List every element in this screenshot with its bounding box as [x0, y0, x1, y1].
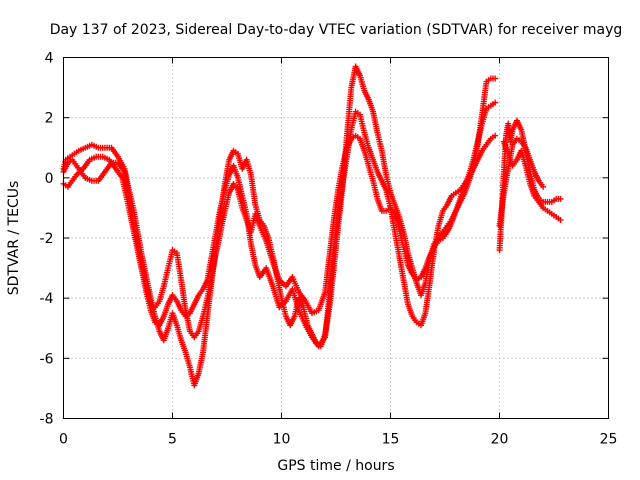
x-tick-label: 25	[600, 432, 618, 448]
x-tick-label: 20	[491, 432, 509, 448]
y-tick-label: 2	[45, 111, 54, 127]
y-axis-label: SDTVAR / TECUs	[6, 181, 22, 296]
x-tick-label: 0	[59, 432, 68, 448]
y-tick-label: -4	[40, 291, 54, 307]
data-point	[540, 183, 547, 190]
data-point	[557, 195, 564, 202]
x-tick-labels: 0 5 10 15 20 25	[59, 432, 617, 448]
data-point	[492, 132, 499, 139]
axis-ticks	[63, 57, 609, 419]
y-tick-label: 0	[45, 171, 54, 187]
x-tick-label: 15	[382, 432, 400, 448]
y-tick-label: -2	[40, 231, 54, 247]
y-tick-label: 4	[45, 51, 54, 67]
data-point	[557, 216, 564, 223]
y-tick-labels: -8 -6 -4 -2 0 2 4	[40, 51, 54, 428]
data-points	[60, 63, 564, 389]
data-point	[492, 75, 499, 82]
y-tick-label: -8	[40, 412, 54, 428]
x-tick-label: 10	[273, 432, 291, 448]
x-axis-label: GPS time / hours	[277, 458, 394, 474]
chart-title: Day 137 of 2023, Sidereal Day-to-day VTE…	[50, 22, 623, 38]
y-tick-label: -6	[40, 351, 54, 367]
x-tick-label: 5	[168, 432, 177, 448]
data-point	[492, 99, 499, 106]
